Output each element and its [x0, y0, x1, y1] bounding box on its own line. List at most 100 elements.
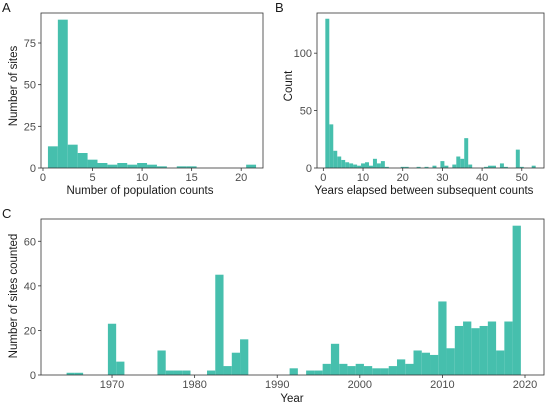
panel-b-x-tick-label: 30 [436, 172, 448, 184]
panel-b-y-ticks: 0 50 100 [294, 48, 317, 175]
panel-a-bar-10 [137, 163, 148, 168]
panel-a-y-tick-label: 75 [24, 38, 36, 50]
panel-b-bar-2 [329, 124, 334, 168]
panel-c-bar-1986 [240, 339, 249, 375]
panel-c-y-tick-label: 60 [24, 236, 36, 248]
panel-c-x-tick-label: 1980 [182, 379, 206, 391]
panel-c-bar-2004 [388, 366, 397, 375]
panel-b-bar-35 [460, 158, 465, 168]
panel-c-bar-2000 [355, 363, 364, 375]
panel-a-bar-6 [97, 163, 108, 168]
panel-b-bar-10 [361, 163, 366, 168]
panel-c-bar-2016 [487, 321, 497, 375]
panel-a-y-tick-label: 0 [30, 163, 36, 175]
panel-b-bar-1 [325, 18, 330, 168]
panel-a-bar-1 [47, 146, 58, 168]
panel-b-bar-4 [337, 156, 342, 168]
panel-a-x-tick-label: 20 [235, 172, 247, 184]
panel-a-y-tick-label: 25 [24, 121, 36, 133]
panel-c-bar-1999 [347, 366, 356, 375]
panel-b-label: B [275, 0, 284, 15]
panel-c-bar-1979 [182, 370, 191, 375]
panel-a-bar-15 [186, 166, 197, 168]
panel-c-bar-2005 [396, 359, 406, 375]
panel-c-x-tick-label: 2010 [430, 379, 454, 391]
panel-b-y-tick-label: 100 [294, 48, 312, 60]
panel-c-bar-1995 [314, 370, 323, 375]
panel-c-bar-1994 [306, 370, 315, 375]
panel-c-bar-2018 [504, 321, 513, 375]
panel-c-label: C [2, 206, 11, 221]
panel-c-bar-1996 [322, 363, 331, 375]
panel-b-x-tick-label: 50 [516, 172, 528, 184]
panel-c-bar-2012 [454, 325, 464, 375]
panel-b-bars [325, 18, 536, 168]
panel-c-bar-2008 [421, 352, 431, 375]
panel-b-x-tick-label: 40 [476, 172, 488, 184]
panel-b-bar-3 [333, 150, 338, 168]
panel-a-bar-7 [107, 164, 118, 168]
panel-b-y-axis-title: Count [283, 70, 295, 101]
panel-b-bar-49 [515, 149, 520, 168]
panel-b-bar-33 [452, 164, 457, 168]
panel-b-bar-8 [353, 164, 358, 168]
panel-c-x-axis-title: Year [280, 393, 303, 405]
panel-a-bar-14 [176, 166, 187, 168]
panel-a: A 0 25 50 75 0 5 10 15 20 Number of population … [2, 0, 264, 197]
panel-b-bar-20 [400, 166, 405, 168]
panel-c-y-tick-label: 20 [24, 325, 36, 337]
panel-b-bar-31 [444, 165, 449, 168]
panel-c-bar-2009 [430, 354, 439, 375]
panel-b-x-tick-label: 0 [320, 172, 326, 184]
panel-b-bar-26 [424, 166, 429, 168]
panel-c-bar-1997 [330, 343, 340, 375]
panel-a-bar-4 [77, 153, 88, 168]
panel-a-bar-21 [246, 164, 257, 168]
panel-c-bar-2014 [471, 328, 480, 375]
panel-b-bar-34 [456, 156, 461, 168]
panel-c-bar-1992 [289, 368, 298, 375]
panel-a-label: A [2, 0, 11, 15]
panel-b-bar-37 [468, 164, 473, 168]
panel-b-bar-5 [341, 159, 346, 168]
panel-c-bar-2013 [463, 321, 472, 375]
panel-c-bar-1982 [207, 370, 216, 375]
panel-a-bar-8 [117, 163, 128, 168]
panel-b-bar-41 [484, 166, 489, 168]
panel-a-bar-9 [127, 164, 138, 168]
panel-a-y-tick-label: 50 [24, 80, 36, 92]
panel-c-bar-2011 [446, 348, 455, 375]
panel-b-x-tick-label: 10 [357, 172, 369, 184]
panel-b-bar-30 [440, 161, 445, 168]
panel-b: B 0 50 100 0 10 20 30 40 50 Years elapsed betwe… [275, 0, 545, 197]
panel-c-x-tick-label: 1970 [100, 379, 124, 391]
panel-c-bar-2010 [438, 301, 447, 375]
panel-a-bars [47, 19, 257, 169]
panel-b-bar-24 [416, 166, 421, 168]
panel-c-bar-2001 [363, 366, 373, 375]
panel-a-x-tick-label: 15 [186, 172, 198, 184]
panel-b-x-ticks: 0 10 20 30 40 50 [320, 168, 528, 184]
panel-c-bar-1985 [231, 352, 241, 375]
panel-a-bar-2 [57, 19, 68, 169]
panel-b-bar-28 [432, 165, 437, 168]
panel-c-bar-2007 [413, 350, 422, 375]
panel-c-bar-1971 [116, 361, 125, 375]
panel-b-bar-16 [384, 166, 389, 168]
panel-a-x-axis-title: Number of population counts [66, 185, 213, 197]
panel-b-bar-9 [357, 165, 362, 168]
panel-c-x-tick-label: 1990 [265, 379, 289, 391]
panel-c-bar-1965 [66, 372, 75, 375]
panel-b-bar-21 [404, 166, 409, 168]
panel-b-bar-14 [376, 163, 381, 168]
panel-b-bar-15 [380, 161, 385, 168]
panel-a-bar-3 [67, 144, 78, 168]
panel-c-bar-1977 [165, 370, 174, 375]
panel-c-x-ticks: 1970 1980 1990 2000 2010 2020 [100, 375, 537, 391]
panel-c-bar-1984 [223, 366, 232, 375]
panel-a-x-tick-label: 10 [136, 172, 148, 184]
panel-b-bar-36 [464, 138, 469, 168]
panel-b-bar-50 [519, 166, 524, 168]
